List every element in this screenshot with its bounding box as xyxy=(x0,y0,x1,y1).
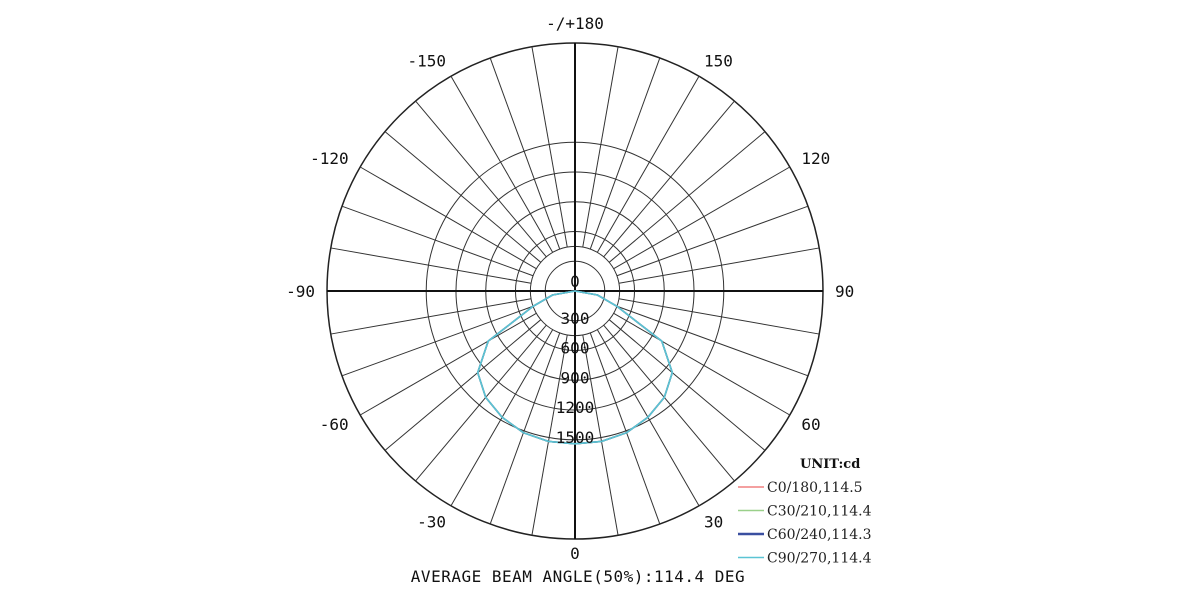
radial-tick-label-4: 1200 xyxy=(556,398,595,417)
grid-spoke xyxy=(359,312,537,416)
axis-labels: -/+180 150 -150 120 -120 90 -90 60 -60 30 -30 0 0 300… xyxy=(286,14,854,563)
angle-label-0: -/+180 xyxy=(546,14,604,33)
angle-label-8: -60 xyxy=(320,415,349,434)
grid-spoke xyxy=(330,247,532,284)
intensity-curves xyxy=(476,290,674,445)
radial-tick-label-5: 1500 xyxy=(556,428,595,447)
angle-label-9: 30 xyxy=(704,512,723,531)
grid-spoke xyxy=(531,334,568,536)
radial-tick-label-0: 0 xyxy=(570,272,580,291)
radial-tick-label-2: 600 xyxy=(561,339,590,358)
grid-spoke xyxy=(596,75,700,253)
grid-spoke xyxy=(359,166,537,270)
grid-spoke xyxy=(603,324,735,482)
grid-spoke xyxy=(489,57,561,250)
grid-spoke xyxy=(415,100,547,258)
beam-angle-footer: AVERAGE BEAM ANGLE(50%):114.4 DEG xyxy=(411,567,745,586)
grid-spoke xyxy=(582,46,619,248)
grid-spoke xyxy=(531,46,568,248)
angle-label-1: 150 xyxy=(704,52,733,71)
grid-spoke xyxy=(618,298,820,335)
grid-spoke xyxy=(341,205,534,277)
grid-spoke xyxy=(450,75,554,253)
series-line-3 xyxy=(476,290,674,445)
legend-entry-0: C0/180,114.5 xyxy=(767,480,863,496)
grid-spoke xyxy=(616,305,809,377)
grid-spoke xyxy=(608,319,766,451)
grid-spoke xyxy=(341,305,534,377)
angle-label-6: -90 xyxy=(286,282,315,301)
unit-label: UNIT:cd xyxy=(800,457,860,472)
polar-grid xyxy=(326,42,824,540)
angle-label-11: 0 xyxy=(570,544,580,563)
grid-spoke xyxy=(330,298,532,335)
grid-spoke xyxy=(384,131,542,263)
legend-entry-2: C60/240,114.3 xyxy=(767,527,872,543)
grid-spoke xyxy=(589,57,661,250)
angle-label-4: -120 xyxy=(310,149,349,168)
grid-spoke xyxy=(489,332,561,525)
grid-spoke xyxy=(618,247,820,284)
grid-spoke xyxy=(616,205,809,277)
grid-spoke xyxy=(415,324,547,482)
radial-tick-label-3: 900 xyxy=(561,368,590,387)
angle-label-3: 120 xyxy=(801,149,830,168)
radial-tick-label-1: 300 xyxy=(561,309,590,328)
legend-entry-1: C30/210,114.4 xyxy=(767,504,872,520)
angle-label-7: 60 xyxy=(801,415,820,434)
grid-spoke xyxy=(613,166,791,270)
grid-spoke xyxy=(589,332,661,525)
angle-label-2: -150 xyxy=(407,52,446,71)
grid-spoke xyxy=(613,312,791,416)
angle-label-5: 90 xyxy=(835,282,854,301)
angle-label-10: -30 xyxy=(417,512,446,531)
grid-spoke xyxy=(603,100,735,258)
legend: UNIT:cd C0/180,114.5 C30/210,114.4 C60/240… xyxy=(738,457,872,567)
grid-spoke xyxy=(608,131,766,263)
grid-spoke xyxy=(582,334,619,536)
grid-spoke xyxy=(384,319,542,451)
legend-entry-3: C90/270,114.4 xyxy=(767,551,872,567)
